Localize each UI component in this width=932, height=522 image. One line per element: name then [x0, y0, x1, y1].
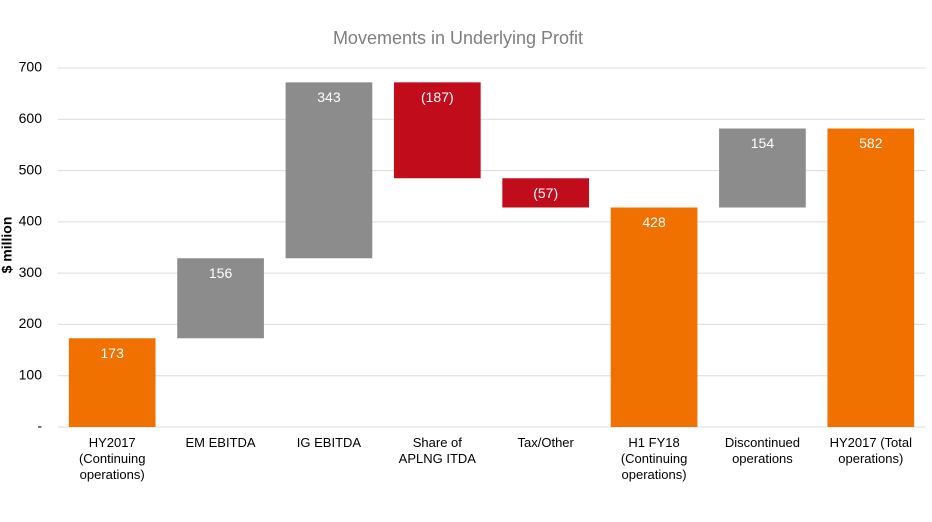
- value-label: 428: [642, 214, 666, 230]
- y-tick-label: 600: [19, 110, 43, 126]
- bar: [827, 128, 915, 427]
- bar: [393, 82, 481, 179]
- x-tick-label: H1 FY18 (Continuing operations): [620, 435, 688, 482]
- value-label: (57): [533, 185, 558, 201]
- value-label: 343: [317, 89, 341, 105]
- chart-title: Movements in Underlying Profit: [333, 28, 583, 48]
- value-label: 154: [751, 135, 775, 151]
- bar: [502, 178, 590, 208]
- bar: [68, 338, 156, 427]
- x-tick-label: Share of APLNG ITDA: [398, 435, 476, 466]
- y-axis-label: $ million: [0, 217, 15, 274]
- bar: [719, 128, 806, 208]
- y-tick-label: 500: [19, 161, 43, 177]
- x-tick-label: Discontinued operations: [724, 435, 801, 466]
- x-tick-label: IG EBITDA: [296, 435, 362, 450]
- bar: [610, 207, 698, 427]
- bar: [177, 258, 264, 339]
- bar: [285, 82, 373, 259]
- y-tick-label: 200: [19, 315, 43, 331]
- x-tick-label: EM EBITDA: [185, 435, 256, 450]
- x-tick-label: HY2017 (Total operations): [829, 435, 912, 466]
- value-label: 156: [209, 265, 233, 281]
- y-tick-label: 700: [19, 59, 43, 75]
- x-tick-label: HY2017 (Continuing operations): [78, 435, 146, 482]
- y-tick-label: 400: [19, 213, 43, 229]
- value-label: 173: [101, 345, 125, 361]
- value-label: 582: [859, 135, 883, 151]
- value-label: (187): [421, 89, 454, 105]
- x-tick-label: Tax/Other: [517, 435, 574, 450]
- y-tick-label: 100: [19, 366, 43, 382]
- y-tick-label: 300: [19, 264, 43, 280]
- y-tick-label: -: [37, 418, 42, 434]
